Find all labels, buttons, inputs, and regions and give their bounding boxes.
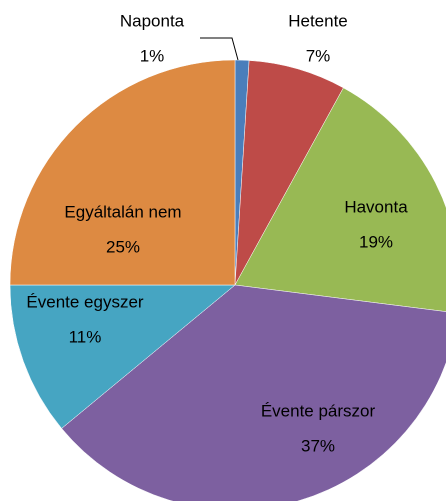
pie-slice <box>234 87 446 312</box>
slice-label: Egyáltalán nem <box>64 202 181 221</box>
slice-value-label: 19% <box>359 232 393 251</box>
slice-value-label: 7% <box>306 46 331 65</box>
slice-value-label: 37% <box>301 436 335 455</box>
pie-slice <box>9 284 236 429</box>
slice-label: Naponta <box>120 11 185 30</box>
slice-value-label: 11% <box>69 327 102 346</box>
slice-label: Havonta <box>344 197 408 216</box>
slice-value-label: 25% <box>106 237 140 256</box>
slice-label: Évente egyszer <box>26 292 144 311</box>
pie-slice <box>9 59 236 286</box>
slice-label: Hetente <box>288 11 348 30</box>
slice-label: Évente párszor <box>261 401 376 420</box>
pie-slice <box>61 284 446 501</box>
leader-line <box>200 37 239 61</box>
slice-value-label: 1% <box>140 46 165 65</box>
